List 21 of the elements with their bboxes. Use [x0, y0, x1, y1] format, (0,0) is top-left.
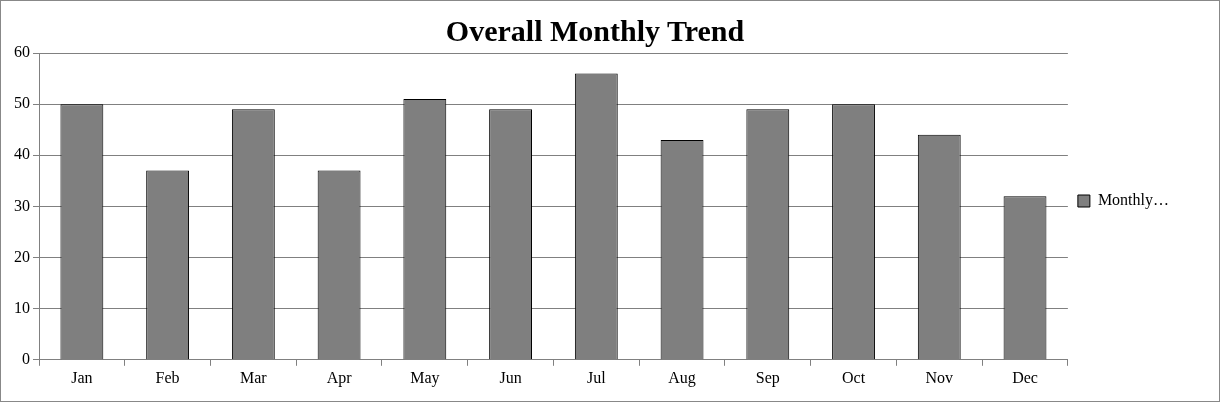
x-tick-label: Nov — [925, 368, 954, 386]
legend-label: Monthly… — [1097, 191, 1170, 210]
x-tick-label: Dec — [1012, 368, 1038, 386]
y-tick-label: 10 — [14, 298, 30, 316]
chart-title: Overall Monthly Trend — [445, 13, 745, 47]
x-tick-label: Aug — [668, 368, 696, 387]
y-tick-label: 30 — [14, 196, 30, 214]
x-tick-label: Jan — [71, 368, 93, 386]
y-tick-label: 0 — [22, 350, 30, 367]
x-tick-label: Jul — [586, 368, 607, 386]
x-tick-label: Oct — [841, 368, 866, 386]
x-tick-label: Mar — [240, 368, 268, 386]
x-tick-label: Jun — [499, 368, 522, 386]
y-tick-label: 50 — [14, 94, 30, 112]
x-tick-label: Feb — [155, 368, 180, 386]
x-tick-label: Sep — [755, 368, 780, 387]
x-tick-label: Apr — [326, 368, 353, 387]
y-tick-label: 20 — [14, 247, 30, 265]
y-tick-label: 40 — [14, 145, 30, 163]
y-tick-label: 60 — [14, 43, 30, 61]
x-tick-label: May — [410, 368, 440, 387]
